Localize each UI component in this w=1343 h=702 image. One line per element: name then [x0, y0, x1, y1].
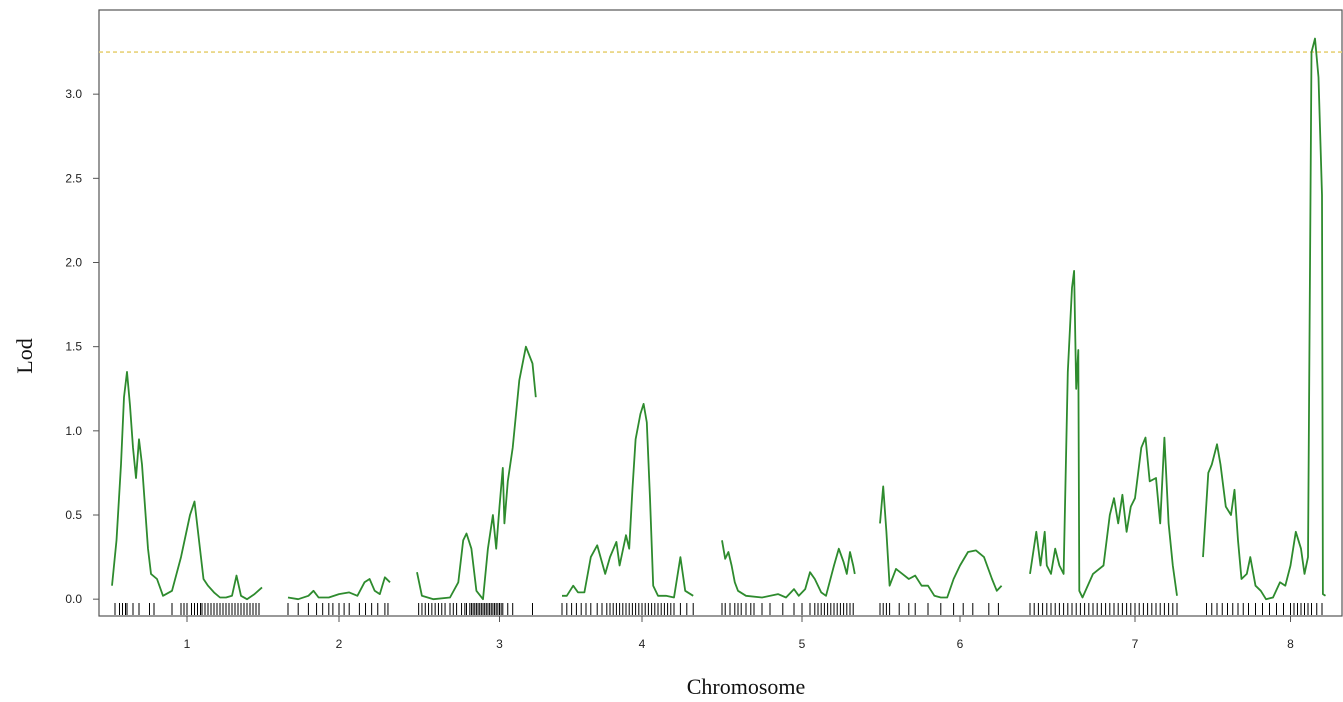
- x-tick-label: 2: [336, 637, 343, 651]
- chromosome-8-line: [1202, 37, 1326, 601]
- x-tick-label: 5: [799, 637, 806, 651]
- y-tick-label: 2.5: [65, 171, 82, 185]
- y-tick-label: 2.0: [65, 256, 82, 270]
- x-tick-label: 7: [1132, 637, 1139, 651]
- chromosome-3-line: [416, 345, 537, 601]
- y-axis-title: Lod: [12, 338, 37, 373]
- y-tick-label: 0.0: [65, 592, 82, 606]
- y-tick-label: 1.0: [65, 424, 82, 438]
- chromosome-7-line: [1029, 270, 1178, 599]
- x-tick-label: 1: [184, 637, 191, 651]
- x-tick-label: 4: [639, 637, 646, 651]
- y-tick-label: 0.5: [65, 508, 82, 522]
- x-tick-label: 3: [496, 637, 503, 651]
- x-tick-label: 6: [957, 637, 964, 651]
- y-axis: 0.0 0.5 1.0 1.5 2.0 2.5 3.0: [65, 87, 99, 606]
- chromosome-4-line: [562, 403, 694, 599]
- chromosome-1-line: [111, 371, 263, 601]
- x-axis: 1 2 3 4 5 6 7 8: [184, 616, 1294, 651]
- x-tick-label: 8: [1287, 637, 1294, 651]
- chromosome-5-line: [721, 540, 856, 599]
- chromosome-2-line: [287, 576, 391, 601]
- y-tick-label: 1.5: [65, 340, 82, 354]
- lod-series: [111, 37, 1326, 601]
- chromosome-6-line: [879, 485, 1003, 599]
- plot-frame: [98, 9, 1343, 617]
- marker-rug: [114, 603, 1323, 615]
- x-axis-title: Chromosome: [687, 674, 806, 699]
- y-tick-label: 3.0: [65, 87, 82, 101]
